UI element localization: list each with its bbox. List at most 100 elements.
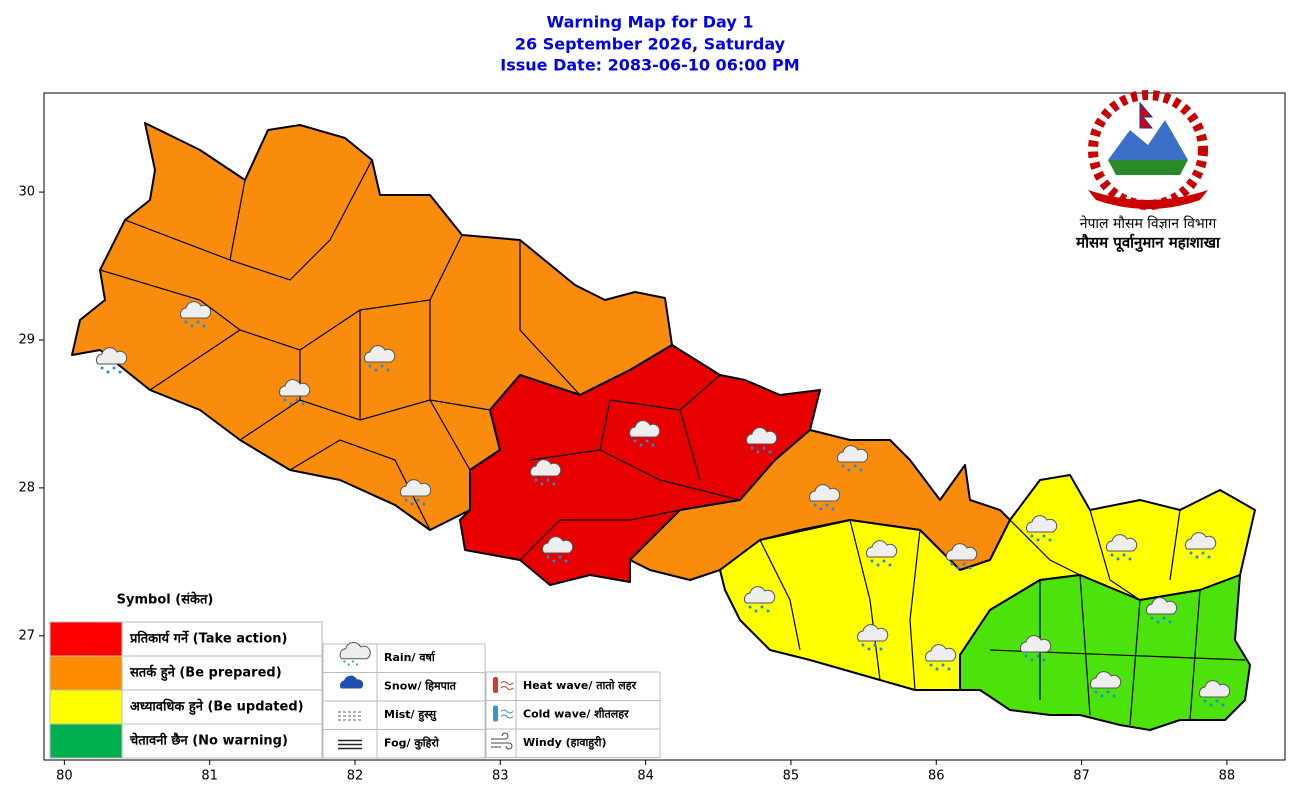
legend-cell bbox=[121, 621, 323, 657]
rain-drop bbox=[540, 482, 544, 486]
symbol-label-cell bbox=[376, 700, 486, 730]
rain-drop bbox=[1024, 654, 1028, 658]
rain-drop bbox=[873, 643, 877, 647]
rain-drop bbox=[1195, 555, 1199, 559]
rain-drop bbox=[766, 609, 770, 613]
logo-banner bbox=[1088, 190, 1208, 209]
rain-drop bbox=[289, 402, 293, 406]
title-line: Issue Date: 2083-06-10 06:00 PM bbox=[500, 56, 799, 75]
rain-drop bbox=[1110, 553, 1114, 557]
cloud bbox=[1198, 680, 1231, 698]
cloud bbox=[1105, 534, 1138, 552]
legend-swatch bbox=[49, 723, 123, 759]
rain-drop bbox=[1112, 694, 1116, 698]
cloud bbox=[179, 301, 212, 319]
cloud bbox=[628, 420, 661, 438]
rain-drop bbox=[106, 370, 110, 374]
cloud bbox=[743, 586, 776, 604]
rain-drop bbox=[1207, 555, 1211, 559]
rain-drop bbox=[1209, 703, 1213, 707]
rain-drop bbox=[184, 320, 188, 324]
rain-drop bbox=[1189, 551, 1193, 555]
rain-drop bbox=[756, 450, 760, 454]
rain-drop bbox=[1162, 616, 1166, 620]
heat-icon bbox=[493, 677, 498, 693]
legend-swatch bbox=[49, 689, 123, 725]
rain-drop bbox=[351, 660, 354, 663]
cloud bbox=[339, 641, 371, 660]
rain-drop bbox=[762, 446, 766, 450]
rain-drop bbox=[831, 507, 835, 511]
symbol-legend: Rain/ वर्षा Snow/ हिमपात Mist/ हुस्सु Fog/ … bbox=[322, 641, 661, 759]
rain-drop bbox=[1201, 551, 1205, 555]
x-tick-label: 85 bbox=[783, 769, 800, 784]
rain-drop bbox=[754, 609, 758, 613]
logo-wreath bbox=[1088, 90, 1208, 210]
legend-label: प्रतिकार्य गर्ने (Take action) bbox=[129, 631, 287, 647]
title-line: 26 September 2026, Saturday bbox=[515, 35, 786, 54]
rain-drop bbox=[202, 324, 206, 328]
y-tick-label: 27 bbox=[18, 628, 35, 643]
symbol-label-cell bbox=[376, 643, 486, 673]
logo-text: नेपाल मौसम विज्ञान विभाग bbox=[1080, 215, 1218, 232]
symbol-label: Windy (हावाहुरी) bbox=[523, 735, 607, 750]
rain-drop bbox=[1156, 620, 1160, 624]
rain-drop bbox=[1100, 694, 1104, 698]
rain-drop bbox=[888, 563, 892, 567]
wind-icon bbox=[491, 732, 513, 750]
rain-drop bbox=[876, 563, 880, 567]
symbol-icon-cell bbox=[485, 671, 517, 701]
rain-drop bbox=[1094, 690, 1098, 694]
rain-drop bbox=[404, 498, 408, 502]
symbol-label: Cold wave/ शीतलहर bbox=[523, 707, 629, 721]
rain-drop bbox=[879, 647, 883, 651]
x-tick-label: 83 bbox=[492, 769, 509, 784]
x-tick-label: 81 bbox=[201, 769, 218, 784]
cloud bbox=[1025, 515, 1058, 533]
x-tick-label: 82 bbox=[347, 769, 364, 784]
rain-drop bbox=[546, 478, 550, 482]
rain-drop bbox=[859, 468, 863, 472]
cloud bbox=[865, 540, 898, 558]
cloud bbox=[745, 427, 778, 445]
rain-drop bbox=[1203, 699, 1207, 703]
district-borders bbox=[99, 159, 1246, 726]
rain-drop bbox=[760, 605, 764, 609]
rain-drop bbox=[870, 559, 874, 563]
rain-drop bbox=[941, 663, 945, 667]
cloud bbox=[1184, 532, 1217, 550]
snow-icon bbox=[339, 675, 364, 689]
rain-drop bbox=[1030, 534, 1034, 538]
rain-drop bbox=[847, 468, 851, 472]
rain-drop bbox=[935, 667, 939, 671]
rain-drop bbox=[283, 398, 287, 402]
regions bbox=[71, 122, 1256, 731]
rain-drop bbox=[947, 667, 951, 671]
legend-cell bbox=[121, 723, 323, 759]
legend-label: अध्यावधिक हुने (Be updated) bbox=[130, 699, 304, 716]
x-tick-label: 80 bbox=[56, 769, 73, 784]
rain-drop bbox=[633, 439, 637, 443]
cloud bbox=[541, 536, 574, 554]
cloud bbox=[1019, 635, 1052, 653]
rain-drop bbox=[1042, 658, 1046, 662]
rain-drop bbox=[1030, 658, 1034, 662]
rain-drop bbox=[1036, 538, 1040, 542]
cloud bbox=[278, 379, 311, 397]
cloud bbox=[363, 345, 396, 363]
rain-drop bbox=[380, 364, 384, 368]
rain-drop bbox=[552, 482, 556, 486]
x-tick-label: 86 bbox=[928, 769, 945, 784]
rain-drop bbox=[1168, 620, 1172, 624]
rain-drop bbox=[368, 364, 372, 368]
rain-drop bbox=[956, 566, 960, 570]
x-tick-label: 84 bbox=[637, 769, 654, 784]
legend: प्रतिकार्य गर्ने (Take action) सतर्क हुने… bbox=[49, 621, 323, 759]
rain-drop bbox=[825, 503, 829, 507]
legend-swatch bbox=[49, 621, 123, 657]
rain-drop bbox=[1150, 616, 1154, 620]
rain-drop bbox=[1042, 534, 1046, 538]
rain-drop bbox=[929, 663, 933, 667]
symbol-label: Fog/ कुहिरो bbox=[384, 736, 440, 751]
